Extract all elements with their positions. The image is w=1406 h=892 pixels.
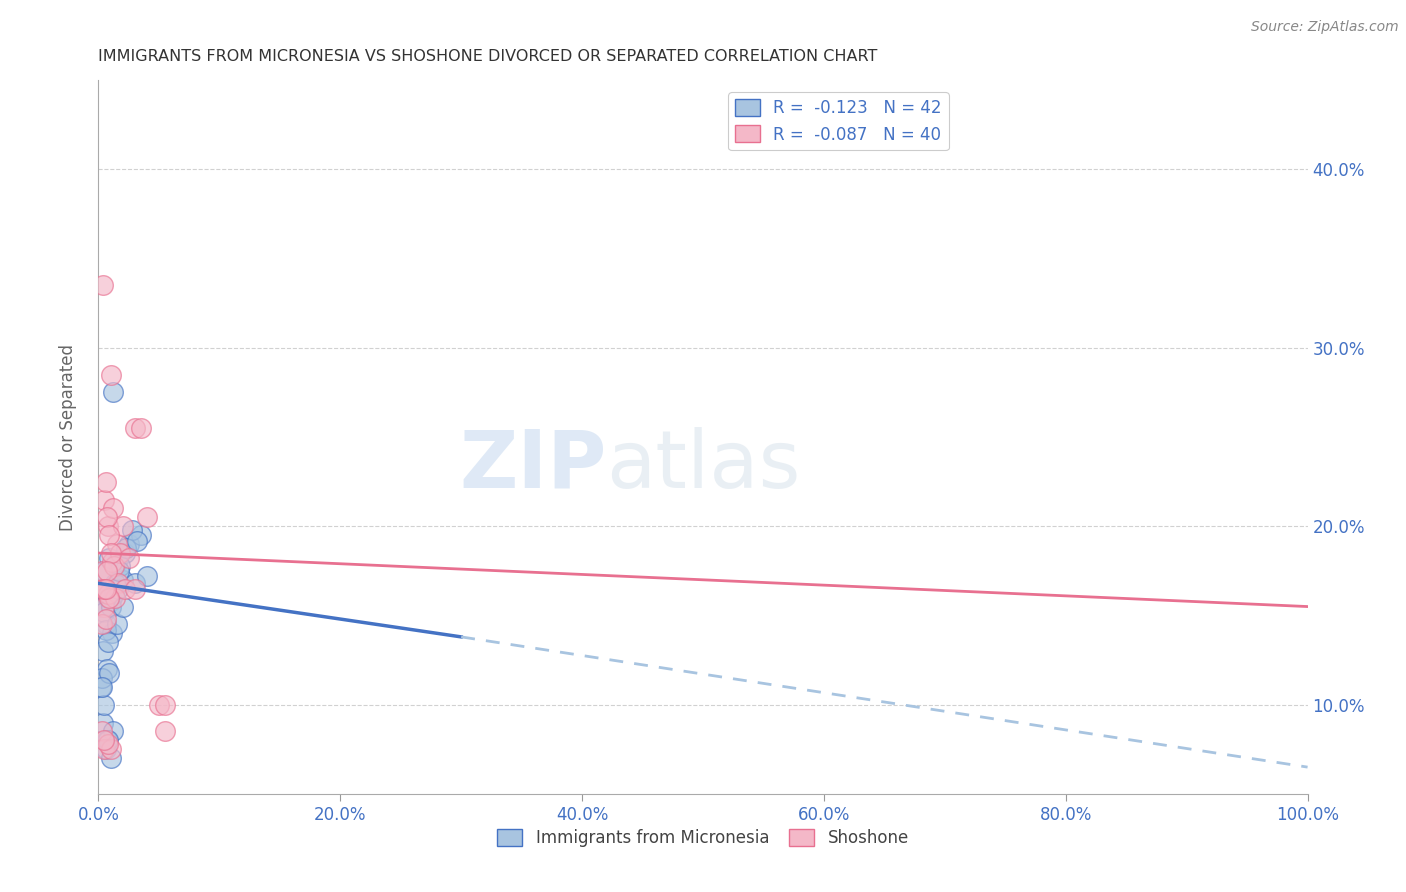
Point bbox=[103, 558, 125, 573]
Point bbox=[104, 591, 127, 605]
Point bbox=[90, 680, 112, 694]
Point bbox=[107, 582, 129, 596]
Point bbox=[96, 733, 118, 747]
Point bbox=[93, 564, 115, 578]
Y-axis label: Divorced or Separated: Divorced or Separated bbox=[59, 343, 77, 531]
Point bbox=[124, 582, 146, 596]
Point bbox=[108, 546, 131, 560]
Point bbox=[100, 594, 122, 608]
Legend: Immigrants from Micronesia, Shoshone: Immigrants from Micronesia, Shoshone bbox=[491, 822, 915, 854]
Point bbox=[91, 599, 114, 614]
Point bbox=[97, 591, 120, 605]
Point bbox=[153, 724, 176, 739]
Point bbox=[153, 698, 176, 712]
Text: Source: ZipAtlas.com: Source: ZipAtlas.com bbox=[1251, 20, 1399, 34]
Point bbox=[148, 698, 170, 712]
Point bbox=[107, 576, 129, 591]
Text: IMMIGRANTS FROM MICRONESIA VS SHOSHONE DIVORCED OR SEPARATED CORRELATION CHART: IMMIGRANTS FROM MICRONESIA VS SHOSHONE D… bbox=[98, 49, 877, 64]
Point bbox=[115, 541, 138, 555]
Point bbox=[93, 492, 115, 507]
Point bbox=[105, 537, 128, 551]
Point bbox=[118, 537, 141, 551]
Point bbox=[94, 623, 117, 637]
Point bbox=[100, 742, 122, 756]
Point bbox=[98, 528, 121, 542]
Text: atlas: atlas bbox=[606, 426, 800, 505]
Point bbox=[103, 587, 125, 601]
Point bbox=[101, 724, 124, 739]
Point bbox=[100, 368, 122, 382]
Point bbox=[101, 501, 124, 516]
Point bbox=[98, 591, 121, 605]
Point bbox=[97, 635, 120, 649]
Point bbox=[111, 599, 134, 614]
Point bbox=[97, 737, 120, 751]
Point bbox=[100, 546, 122, 560]
Point bbox=[129, 421, 152, 435]
Point bbox=[111, 519, 134, 533]
Point bbox=[127, 533, 149, 548]
Point bbox=[100, 626, 122, 640]
Point bbox=[100, 555, 122, 569]
Point bbox=[98, 551, 121, 566]
Point bbox=[91, 715, 114, 730]
Point bbox=[121, 523, 143, 537]
Point bbox=[91, 278, 114, 293]
Point bbox=[96, 510, 118, 524]
Point bbox=[100, 599, 122, 614]
Point bbox=[93, 582, 115, 596]
Point bbox=[94, 612, 117, 626]
Point bbox=[91, 680, 114, 694]
Point bbox=[94, 617, 117, 632]
Point bbox=[94, 475, 117, 489]
Point bbox=[93, 733, 115, 747]
Point bbox=[135, 569, 157, 583]
Point bbox=[97, 519, 120, 533]
Point bbox=[98, 665, 121, 680]
Point bbox=[105, 555, 128, 569]
Point bbox=[91, 564, 114, 578]
Point bbox=[124, 421, 146, 435]
Point bbox=[93, 742, 115, 756]
Point bbox=[91, 671, 114, 685]
Point bbox=[96, 564, 118, 578]
Point bbox=[94, 742, 117, 756]
Text: ZIP: ZIP bbox=[458, 426, 606, 505]
Point bbox=[114, 582, 136, 596]
Point bbox=[100, 751, 122, 765]
Point bbox=[108, 558, 131, 573]
Point bbox=[114, 546, 136, 560]
Point bbox=[105, 617, 128, 632]
Point bbox=[101, 385, 124, 400]
Point bbox=[111, 573, 134, 587]
Point bbox=[93, 599, 115, 614]
Point bbox=[118, 551, 141, 566]
Point bbox=[108, 564, 131, 578]
Point bbox=[96, 662, 118, 676]
Point bbox=[124, 576, 146, 591]
Point bbox=[135, 510, 157, 524]
Point bbox=[97, 587, 120, 601]
Point bbox=[91, 582, 114, 596]
Point bbox=[93, 605, 115, 619]
Point bbox=[91, 644, 114, 658]
Point bbox=[129, 528, 152, 542]
Point bbox=[93, 698, 115, 712]
Point bbox=[91, 724, 114, 739]
Point bbox=[94, 582, 117, 596]
Point bbox=[97, 733, 120, 747]
Point bbox=[91, 617, 114, 632]
Point bbox=[104, 576, 127, 591]
